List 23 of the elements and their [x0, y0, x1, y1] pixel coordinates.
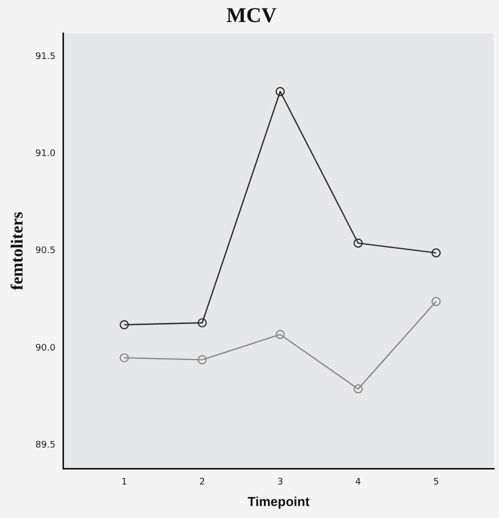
- point: [120, 320, 129, 330]
- point: [198, 355, 207, 364]
- point: [276, 86, 285, 96]
- x-tick-label: 3: [277, 477, 284, 488]
- x-axis-title: Timepoint: [248, 494, 310, 509]
- y-tick-label: 90.0: [35, 343, 56, 354]
- point: [432, 248, 441, 258]
- point: [198, 318, 207, 328]
- y-tick-label: 91.5: [35, 52, 56, 62]
- chart-title: MCV: [226, 3, 277, 28]
- y-axis-title: femtoliters: [8, 211, 27, 290]
- y-tick-label: 91.0: [35, 149, 56, 160]
- y-tick-label: 89.5: [35, 440, 56, 451]
- y-tick-label: 90.5: [35, 246, 56, 256]
- point: [276, 330, 285, 340]
- point: [432, 296, 441, 306]
- x-tick-label: 1: [121, 477, 128, 488]
- x-tick-label: 5: [433, 477, 439, 488]
- x-tick-label: 4: [355, 477, 362, 488]
- point: [354, 238, 363, 248]
- point: [354, 384, 363, 394]
- point: [120, 353, 129, 362]
- x-tick-label: 2: [199, 477, 206, 488]
